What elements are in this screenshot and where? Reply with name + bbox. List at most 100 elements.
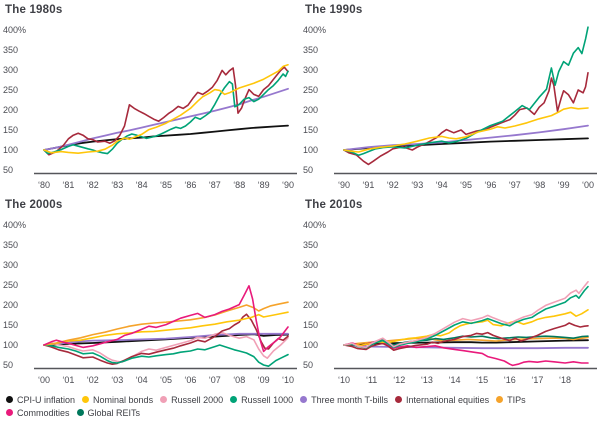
chart-2010s: The 2010s 400% 350 300 250 200 150 100 50 ‘10 ‘11… xyxy=(300,195,600,390)
x-axis-label: ‘12 xyxy=(393,375,405,385)
series-line-tips xyxy=(43,301,289,346)
y-axis-label: 100 xyxy=(3,145,18,155)
x-axis-label: ‘92 xyxy=(387,180,399,190)
y-axis-label: 150 xyxy=(303,320,318,330)
y-axis-label: 300 xyxy=(303,260,318,270)
x-axis-label: ‘10 xyxy=(338,375,350,385)
y-axis-label: 50 xyxy=(3,165,13,175)
y-axis-label: 400% xyxy=(303,220,326,230)
series-line-international-equities xyxy=(43,66,289,156)
series-line-tips xyxy=(343,336,589,346)
series-line-cpi-u-inflation xyxy=(43,124,289,151)
y-axis-label: 100 xyxy=(303,340,318,350)
legend-label: Three month T-bills xyxy=(311,394,389,405)
y-axis-label: 400% xyxy=(3,25,26,35)
series-line-three-month-t-bills xyxy=(343,124,589,151)
series-line-international-equities xyxy=(343,71,589,166)
series-line-commodities xyxy=(43,285,289,353)
series-line-commodities xyxy=(343,340,589,367)
x-axis-label: ‘13 xyxy=(421,375,433,385)
x-axis-label: ‘08 xyxy=(233,375,245,385)
y-axis-label: 150 xyxy=(303,125,318,135)
chart-title-2010s: The 2010s xyxy=(305,199,363,211)
y-axis-label: 200 xyxy=(3,105,18,115)
y-axis-label: 50 xyxy=(303,165,313,175)
x-axis-label: ‘07 xyxy=(209,375,221,385)
chart-title-1980s: The 1980s xyxy=(5,4,63,16)
y-axis-label: 300 xyxy=(303,65,318,75)
legend-label: Commodities xyxy=(17,407,70,418)
legend-item-russell-1000: Russell 1000 xyxy=(230,395,293,405)
y-axis-label: 200 xyxy=(303,105,318,115)
legend-row-1: CPI-U inflation Nominal bonds Russell 2000… xyxy=(6,393,600,406)
x-axis-label: ‘84 xyxy=(136,180,148,190)
x-axis-label: ‘02 xyxy=(87,375,99,385)
legend-dot-icon xyxy=(76,409,84,416)
y-axis-label: 250 xyxy=(303,85,318,95)
legend-item-cpi-u-inflation: CPI-U inflation xyxy=(6,395,75,405)
y-axis-label: 350 xyxy=(3,45,18,55)
legend-dot-icon xyxy=(82,396,90,403)
y-axis-label: 200 xyxy=(303,300,318,310)
y-axis-label: 150 xyxy=(3,320,18,330)
series-line-three-month-t-bills xyxy=(43,87,289,151)
legend-dot-icon xyxy=(395,396,403,403)
x-axis-label: ‘85 xyxy=(160,180,172,190)
y-axis-label: 350 xyxy=(3,240,18,250)
legend-item-international-equities: International equities xyxy=(395,395,489,405)
x-axis-label: ‘91 xyxy=(362,180,374,190)
series-line-three-month-t-bills xyxy=(343,344,589,350)
legend-dot-icon xyxy=(496,396,504,403)
x-axis-label: ‘03 xyxy=(111,375,123,385)
legend-item-russell-2000: Russell 2000 xyxy=(160,395,223,405)
x-axis-label: ‘83 xyxy=(111,180,123,190)
x-axis-label: ‘16 xyxy=(504,375,516,385)
legend-item-nominal-bonds: Nominal bonds xyxy=(82,395,153,405)
series-line-russell-1000 xyxy=(43,70,289,155)
x-axis-label: ‘97 xyxy=(509,180,521,190)
legend-label: Global REITs xyxy=(87,407,141,418)
chart-2010s-plot: 400% 350 300 250 200 150 100 50 ‘10 ‘11 ‘12 ‘13 ‘14 ‘… xyxy=(303,220,597,385)
legend-label: TIPs xyxy=(507,394,526,405)
x-axis-label: ‘11 xyxy=(366,375,377,385)
x-axis-label: ‘89 xyxy=(258,180,270,190)
chart-1990s-plot: 400% 350 300 250 200 150 100 50 ‘90 ‘91 ‘92 ‘93 ‘94 ‘… xyxy=(303,25,597,190)
chart-title-2000s: The 2000s xyxy=(5,199,63,211)
y-axis-label: 50 xyxy=(303,360,313,370)
legend-item-tips: TIPs xyxy=(496,395,526,405)
series-line-russell-2000 xyxy=(343,281,589,349)
x-axis-label: ‘88 xyxy=(233,180,245,190)
series-line-russell-2000 xyxy=(43,331,289,363)
legend-item-global-reits: Global REITs xyxy=(76,407,141,418)
x-axis-label: ‘90 xyxy=(282,180,294,190)
x-axis-label: ‘05 xyxy=(160,375,172,385)
x-axis-label: ‘10 xyxy=(282,375,294,385)
chart-2000s: The 2000s 400% 350 300 250 200 150 100 50 ‘00 ‘01… xyxy=(0,195,300,390)
x-axis-label: ‘98 xyxy=(533,180,545,190)
x-axis-label: ‘14 xyxy=(449,375,461,385)
x-axis-label: ‘95 xyxy=(460,180,472,190)
x-axis-label: ‘82 xyxy=(87,180,99,190)
x-axis-label: ‘81 xyxy=(62,180,74,190)
x-axis-label: ‘15 xyxy=(476,375,488,385)
series-line-russell-1000 xyxy=(343,285,589,349)
series-line-russell-1000 xyxy=(43,344,289,367)
chart-2000s-plot: 400% 350 300 250 200 150 100 50 ‘00 ‘01 ‘02 ‘03 ‘04 ‘… xyxy=(3,220,297,385)
legend-label: International equities xyxy=(406,394,490,405)
legend-dot-icon xyxy=(160,396,168,403)
x-axis-label: ‘99 xyxy=(558,180,570,190)
x-axis-label: ‘06 xyxy=(184,375,196,385)
y-axis-label: 250 xyxy=(303,280,318,290)
series-line-nominal-bonds xyxy=(343,106,589,153)
y-axis-label: 200 xyxy=(3,300,18,310)
y-axis-label: 50 xyxy=(3,360,13,370)
legend-dot-icon xyxy=(6,409,13,416)
legend-item-commodities: Commodities xyxy=(6,408,70,418)
x-axis-label: ‘01 xyxy=(62,375,74,385)
legend-label: CPI-U inflation xyxy=(17,394,76,405)
legend-label: Nominal bonds xyxy=(93,394,154,405)
legend-label: Russell 2000 xyxy=(171,394,224,405)
x-axis-label: ‘90 xyxy=(338,180,350,190)
x-axis-label: ‘94 xyxy=(436,180,448,190)
legend-row-2: Commodities Global REITs xyxy=(6,406,600,419)
